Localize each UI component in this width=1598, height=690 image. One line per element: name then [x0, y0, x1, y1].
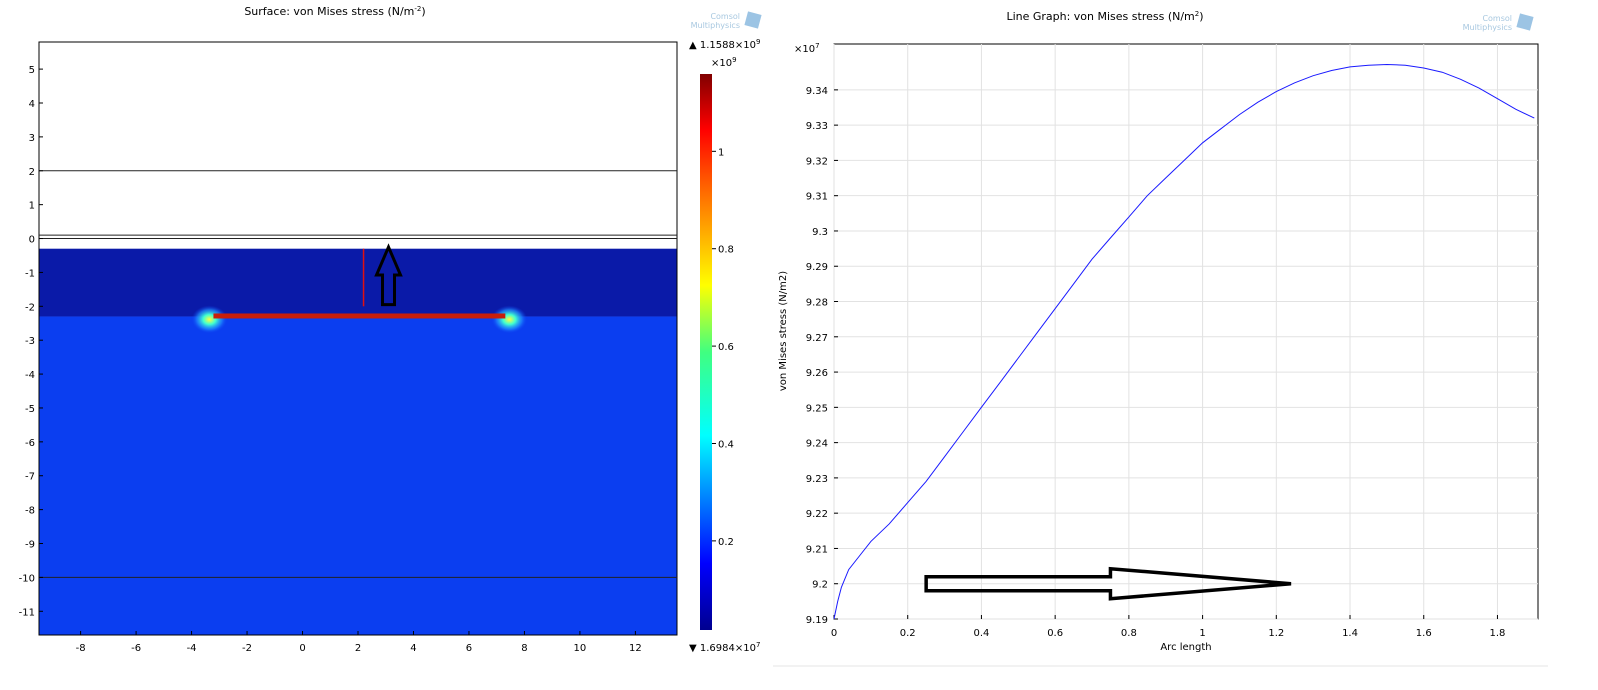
- y-tick-label: 9.26: [806, 368, 828, 379]
- y-multiplier: ×107: [794, 42, 820, 55]
- logo-line1: Comsol: [1482, 14, 1512, 23]
- x-tick-label: 0: [299, 643, 305, 654]
- surface-plot-domains: [39, 170, 677, 635]
- right-arrow-icon: [924, 566, 1292, 601]
- y-tick-label: 9.33: [806, 121, 828, 132]
- logo-line2: Multiphysics: [1463, 23, 1512, 32]
- y-tick-label: 3: [29, 133, 35, 144]
- colorbar-tick-label: 0.2: [718, 537, 734, 548]
- y-tick-label: -8: [25, 506, 35, 517]
- y-tick-label: -9: [25, 540, 35, 551]
- x-tick-label: 1.4: [1342, 628, 1358, 639]
- y-tick-label: 9.22: [806, 509, 828, 520]
- x-tick-label: -6: [131, 643, 141, 654]
- logo-cube-icon: [1516, 13, 1534, 31]
- y-tick-label: 9.21: [806, 544, 828, 555]
- y-tick-label: -6: [25, 438, 35, 449]
- line-graph-series: [833, 63, 1535, 620]
- upper-layer: [39, 248, 677, 317]
- x-tick-label: 1.2: [1268, 628, 1284, 639]
- x-tick-label: 2: [355, 643, 361, 654]
- line-graph: Line Graph: von Mises stress (N/m2) Coms…: [773, 10, 1548, 667]
- y-tick-label: -1: [25, 268, 35, 279]
- x-tick-label: 0.4: [973, 628, 989, 639]
- logo-line2: Multiphysics: [691, 21, 740, 30]
- x-tick-label: 1: [1199, 628, 1205, 639]
- colorbar-tick-label: 0.6: [718, 342, 734, 353]
- y-tick-label: -7: [25, 472, 35, 483]
- surface-plot-title: Surface: von Mises stress (N/m-2): [244, 5, 425, 18]
- colorbar-tick-label: 1: [718, 147, 724, 158]
- x-axis-label: Arc length: [1160, 642, 1211, 653]
- x-tick-label: 4: [410, 643, 416, 654]
- colorbar-tick-label: 0.4: [718, 439, 734, 450]
- x-tick-label: 1.6: [1416, 628, 1432, 639]
- stress-hotspot-right: [491, 305, 528, 334]
- y-tick-label: -10: [19, 573, 35, 584]
- x-tick-label: -8: [76, 643, 86, 654]
- colorbar-tick-label: 0.8: [718, 245, 734, 256]
- y-tick-label: -5: [25, 404, 35, 415]
- stress-line: [833, 63, 1535, 620]
- comsol-logo: Comsol Multiphysics: [691, 11, 762, 30]
- x-tick-label: 0.6: [1047, 628, 1063, 639]
- y-tick-label: 9.31: [806, 192, 828, 203]
- stress-hotspot-left: [191, 305, 228, 334]
- y-tick-label: -3: [25, 336, 35, 347]
- high-stress-strip: [213, 313, 506, 319]
- x-tick-label: 10: [574, 643, 587, 654]
- y-tick-label: -4: [25, 370, 35, 381]
- logo-line1: Comsol: [710, 12, 740, 21]
- y-tick-label: 9.25: [806, 403, 828, 414]
- y-tick-label: 9.29: [806, 262, 828, 273]
- logo-cube-icon: [744, 11, 762, 29]
- y-tick-label: -2: [25, 302, 35, 313]
- x-tick-label: 1.8: [1490, 628, 1506, 639]
- y-tick-label: 9.34: [806, 86, 828, 97]
- colorbar-gradient: [700, 74, 712, 630]
- y-tick-label: 9.23: [806, 474, 828, 485]
- colorbar-ticks: 1 0.8 0.6 0.4 0.2: [712, 147, 734, 548]
- y-tick-label: -11: [19, 607, 35, 618]
- surface-plot-axes: -8 -6 -4 -2 0 2 4 6 8 10 12543210-1-2-3-4-5-6-7-8-…: [19, 65, 642, 654]
- y-tick-label: 9.28: [806, 298, 828, 309]
- annotation-arrow: [924, 566, 1292, 601]
- colorbar-max-label: ▲ 1.1588×109: [689, 38, 760, 51]
- y-tick-label: 2: [29, 167, 35, 178]
- colorbar-min-label: ▼ 1.6984×107: [689, 641, 760, 654]
- colorbar-multiplier: ×109: [711, 56, 737, 69]
- surface-plot: Surface: von Mises stress (N/m-2) Comsol…: [19, 5, 762, 654]
- x-tick-label: 0.8: [1121, 628, 1137, 639]
- line-graph-frame: [833, 43, 1539, 620]
- y-tick-label: 9.24: [806, 439, 828, 450]
- y-tick-label: 5: [29, 65, 35, 76]
- line-graph-title: Line Graph: von Mises stress (N/m2): [1006, 10, 1203, 23]
- up-arrow-icon: [374, 243, 403, 307]
- y-tick-label: 9.27: [806, 333, 828, 344]
- x-tick-label: 8: [521, 643, 527, 654]
- y-tick-label: 9.32: [806, 156, 828, 167]
- x-tick-label: 6: [466, 643, 472, 654]
- y-tick-label: 1: [29, 201, 35, 212]
- lower-layer: [39, 316, 677, 635]
- x-tick-label: 0: [831, 628, 837, 639]
- x-tick-label: 0.2: [900, 628, 916, 639]
- y-tick-label: 9.3: [812, 227, 828, 238]
- line-graph-axes: 0 0.2 0.4 0.6 0.8 1 1.2 1.4 1.6 1.8 9.34 9.33 9.32 9.…: [806, 86, 1506, 639]
- y-tick-label: 4: [29, 99, 35, 110]
- colorbar: ▲ 1.1588×109 ×109 1 0.8 0.6 0.4 0.2 ▼ 1.6984…: [689, 38, 760, 654]
- y-tick-label: 9.19: [806, 615, 828, 626]
- y-axis-label: von Mises stress (N/m2): [778, 271, 789, 391]
- y-tick-label: 0: [29, 235, 35, 246]
- comsol-logo-right: Comsol Multiphysics: [1463, 13, 1534, 32]
- x-tick-label: 12: [629, 643, 642, 654]
- x-tick-label: -2: [242, 643, 252, 654]
- y-tick-label: 9.2: [812, 580, 828, 591]
- line-graph-grid: [833, 44, 1538, 620]
- x-tick-label: -4: [187, 643, 197, 654]
